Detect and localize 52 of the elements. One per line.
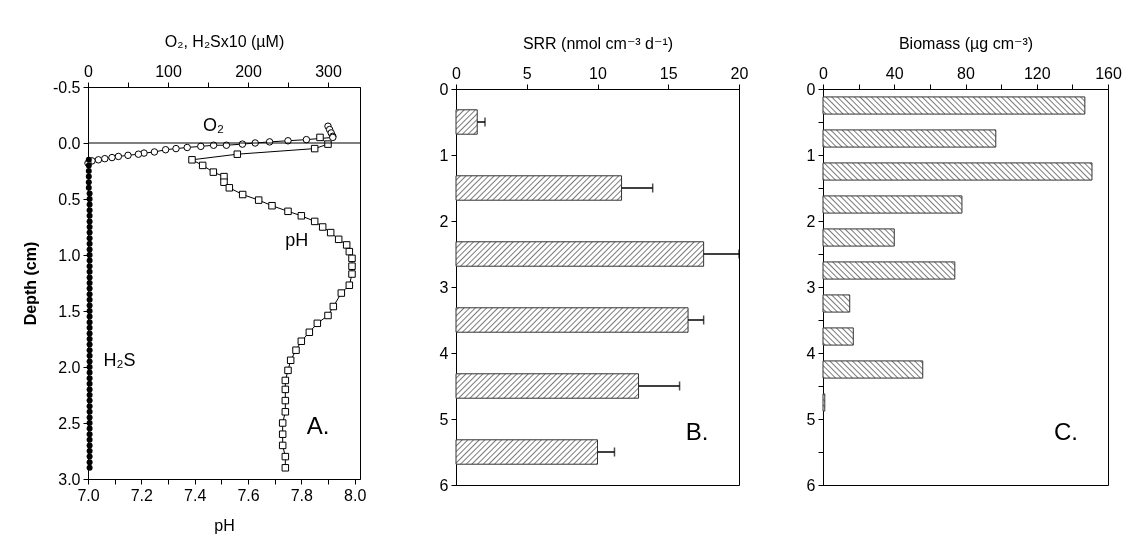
- x2-axis-title: O₂, H₂Sx10 (µM): [164, 32, 285, 50]
- y-tick-label: 2.0: [58, 358, 81, 376]
- y-tick-label: 0.5: [58, 190, 81, 208]
- x-axis-title: SRR (nmol cm⁻³ d⁻¹): [522, 34, 674, 52]
- y-tick-label: -0.5: [52, 78, 81, 96]
- x-tick-label: 0: [819, 64, 829, 82]
- annotation: C.: [1054, 418, 1078, 445]
- y-tick-label: 5: [806, 410, 816, 428]
- y-tick-label: 3: [806, 278, 816, 296]
- x-axis-title: pH: [214, 516, 235, 534]
- x-tick-label: 0: [452, 64, 462, 82]
- y-tick-label: 1.5: [58, 302, 81, 320]
- x-axis-title: Biomass (µg cm⁻³): [898, 34, 1034, 52]
- x-tick-label: 7.8: [290, 486, 314, 504]
- y-tick-label: 6: [439, 476, 449, 494]
- x2-tick-label: 200: [235, 62, 262, 80]
- y-tick-label: 0.0: [58, 134, 81, 152]
- annotation: A.: [306, 412, 330, 439]
- series-label: pH: [285, 230, 309, 251]
- x-tick-label: 8.0: [344, 486, 367, 504]
- y-tick-label: 2: [439, 212, 449, 230]
- x-tick-label: 7.6: [237, 486, 260, 504]
- y-tick-label: 0: [439, 80, 449, 98]
- x2-tick-label: 100: [155, 62, 182, 80]
- y-tick-label: 5: [439, 410, 449, 428]
- y-tick-label: 1.0: [58, 246, 81, 264]
- y-tick-label: 3: [439, 278, 449, 296]
- x-tick-label: 20: [730, 64, 749, 82]
- y-tick-label: 0: [806, 80, 816, 98]
- y-tick-label: 2.5: [58, 414, 81, 432]
- annotation: B.: [685, 418, 709, 445]
- x-tick-label: 5: [522, 64, 532, 82]
- x-tick-label: 80: [957, 64, 975, 82]
- y-axis-title: Depth (cm): [21, 241, 39, 326]
- y-tick-label: 1: [439, 146, 449, 164]
- x-tick-label: 160: [1095, 64, 1122, 82]
- y-tick-label: 4: [439, 344, 449, 362]
- x-tick-label: 40: [885, 64, 904, 82]
- series-label: O₂: [203, 115, 225, 136]
- x-tick-label: 10: [589, 64, 607, 82]
- y-tick-label: 2: [806, 212, 816, 230]
- x-tick-label: 7.4: [184, 486, 207, 504]
- x-tick-label: 15: [659, 64, 678, 82]
- y-tick-label: 6: [806, 476, 816, 494]
- x2-tick-label: 300: [315, 62, 342, 80]
- y-tick-label: 4: [806, 344, 816, 362]
- x-tick-label: 7.0: [77, 486, 100, 504]
- y-tick-label: 1: [806, 146, 816, 164]
- y-tick-label: 3.0: [58, 470, 81, 488]
- series-label: H₂S: [103, 350, 136, 371]
- x-tick-label: 7.2: [130, 486, 154, 504]
- x-tick-label: 120: [1023, 64, 1051, 82]
